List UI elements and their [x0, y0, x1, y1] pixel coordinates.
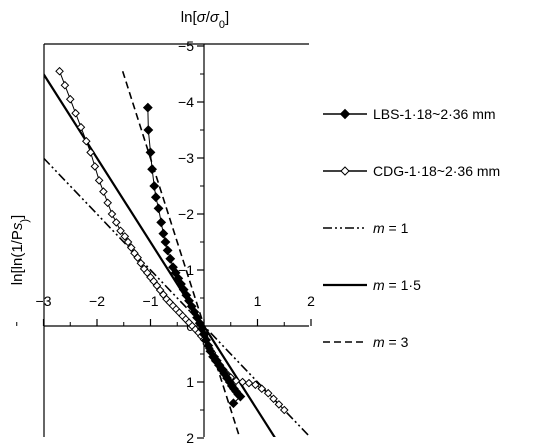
x-tick-label: −1: [143, 293, 159, 309]
data-point: [160, 237, 171, 247]
data-point: [94, 176, 104, 185]
legend-label: m = 1·5: [373, 277, 421, 293]
data-point: [81, 136, 91, 146]
y-tick-label: 1: [186, 374, 194, 390]
data-point: [153, 203, 164, 214]
data-point: [244, 378, 254, 388]
data-point: [90, 162, 100, 171]
data-point: [257, 384, 267, 394]
data-point: [60, 80, 70, 90]
y-tick-label: −2: [178, 206, 194, 222]
series-0: [142, 102, 246, 409]
data-point: [269, 394, 278, 404]
data-point: [71, 108, 80, 118]
data-point: [158, 228, 169, 239]
y-tick-label: −3: [178, 150, 194, 166]
data-point: [165, 253, 176, 264]
data-point: [107, 209, 117, 219]
data-point: [133, 253, 142, 262]
data-point: [263, 388, 273, 398]
x-tick-label: −2: [89, 293, 105, 309]
data-point: [103, 198, 113, 208]
data-point: [162, 245, 173, 256]
data-series: [55, 66, 289, 415]
data-point: [156, 217, 167, 228]
data-point: [145, 147, 156, 158]
data-point: [143, 125, 154, 135]
legend-label: m = 1: [373, 220, 409, 236]
legend-item-1: CDG-1·18~2·36 mm: [323, 163, 500, 179]
data-point: [123, 237, 133, 247]
legend-item-4: m = 3: [323, 334, 409, 350]
data-point: [147, 164, 158, 175]
legend-label: CDG-1·18~2·36 mm: [373, 163, 500, 179]
data-point: [111, 218, 121, 227]
y-tick-label: −1: [178, 262, 194, 278]
legend: LBS-1·18~2·36 mm CDG-1·18~2·36 mm m = 1 m =…: [323, 106, 500, 350]
data-point: [235, 391, 246, 402]
x-tick-label: −3: [36, 293, 52, 309]
legend-item-2: m = 1: [323, 220, 409, 236]
data-point: [116, 226, 125, 236]
reference-line-2: [44, 157, 309, 437]
legend-item-0: LBS-1·18~2·36 mm: [323, 106, 496, 122]
axis-ticks: −3−2−112−5−4−3−2−1012: [16, 38, 315, 446]
data-point: [126, 243, 136, 252]
reference-line-4: [121, 70, 241, 437]
series-line-1: [59, 71, 285, 411]
data-point: [150, 192, 161, 203]
x-tick-label: 2: [307, 293, 315, 309]
legend-marker: [340, 166, 350, 176]
x-axis-title: ln[σ/σ0]: [181, 9, 229, 31]
data-point: [274, 400, 284, 409]
data-point: [136, 258, 146, 268]
y-tick-label: −5: [178, 38, 194, 54]
data-point: [142, 102, 153, 113]
legend-label: LBS-1·18~2·36 mm: [373, 106, 496, 122]
data-point: [65, 94, 75, 104]
data-point: [99, 187, 108, 196]
y-tick-label: −4: [178, 94, 194, 110]
y-tick-label: 2: [186, 430, 194, 446]
data-point: [76, 122, 86, 132]
data-point: [120, 232, 130, 241]
data-point: [251, 380, 260, 390]
data-point: [238, 377, 247, 387]
data-point: [55, 66, 64, 76]
data-point: [231, 376, 241, 386]
series-1: [55, 66, 289, 415]
data-point: [149, 181, 160, 191]
data-point: [86, 148, 95, 157]
legend-marker: [339, 108, 351, 120]
data-point: [279, 405, 289, 415]
data-point: [228, 398, 239, 409]
x-tick-label: 1: [254, 293, 262, 309]
y-axis-title: ln[ln(1/Ps)]: [9, 215, 31, 285]
series-line-0: [147, 107, 242, 404]
legend-label: m = 3: [373, 334, 409, 350]
legend-item-3: m = 1·5: [323, 277, 421, 293]
